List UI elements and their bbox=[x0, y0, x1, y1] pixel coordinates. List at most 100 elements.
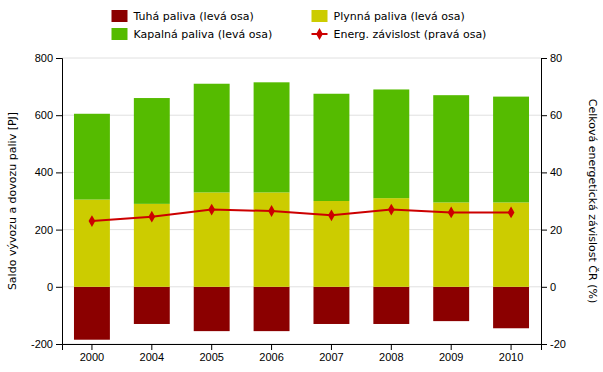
legend-label: Tuhá paliva (levá osa) bbox=[133, 10, 254, 23]
tick-label: -20 bbox=[550, 338, 566, 350]
bar bbox=[433, 202, 469, 286]
bar bbox=[74, 200, 110, 287]
tick: 80 bbox=[541, 52, 562, 64]
marker bbox=[388, 204, 395, 216]
axis-line bbox=[56, 59, 63, 345]
tick-label: 2004 bbox=[140, 351, 164, 363]
bar bbox=[493, 202, 529, 286]
bar bbox=[194, 287, 230, 331]
tick: -200 bbox=[31, 338, 62, 350]
tick: 800 bbox=[35, 52, 62, 64]
tick-label: 2006 bbox=[259, 351, 283, 363]
bar bbox=[74, 114, 110, 200]
tick-label: 2005 bbox=[199, 351, 223, 363]
tick-mark bbox=[541, 230, 547, 231]
tick-label: 0 bbox=[47, 281, 53, 293]
x-axis: 2000 2004 2005 2006 2007 2008 2009 2010 bbox=[63, 344, 542, 363]
tick-label: -200 bbox=[31, 338, 53, 350]
tick-mark bbox=[56, 172, 62, 173]
tick: 2004 bbox=[140, 344, 164, 363]
bar bbox=[254, 192, 290, 286]
legend-label: Plynná paliva (levá osa) bbox=[334, 10, 465, 23]
plot: 20002004200520062007200820092010-2000200… bbox=[31, 52, 566, 363]
grid-line bbox=[62, 58, 541, 59]
legend-swatch bbox=[112, 10, 128, 22]
tick: 2006 bbox=[259, 344, 283, 363]
marker bbox=[268, 205, 275, 217]
tick: 2000 bbox=[80, 344, 104, 363]
tick: 600 bbox=[35, 109, 62, 121]
bar bbox=[373, 89, 409, 198]
bar bbox=[493, 97, 529, 203]
tick-mark bbox=[91, 344, 92, 350]
bar bbox=[433, 95, 469, 202]
bar bbox=[134, 98, 170, 204]
tick: 2007 bbox=[319, 344, 343, 363]
legend-item: Tuhá paliva (levá osa) bbox=[112, 10, 254, 23]
tick-label: 2000 bbox=[80, 351, 104, 363]
tick-mark bbox=[211, 344, 212, 350]
tick-mark bbox=[541, 58, 547, 59]
axis-line bbox=[63, 345, 542, 351]
y2-axis-title: Celková energetická závislost ČR (%) bbox=[586, 99, 599, 303]
tick: 2008 bbox=[379, 344, 403, 363]
tick: 2010 bbox=[499, 344, 523, 363]
tick: 200 bbox=[35, 224, 62, 236]
tick: 0 bbox=[541, 281, 556, 293]
legend-label: Energ. závislost (pravá osa) bbox=[334, 28, 487, 41]
tick-mark bbox=[541, 172, 547, 173]
tick-mark bbox=[56, 230, 62, 231]
tick: 400 bbox=[35, 166, 62, 178]
tick-label: 800 bbox=[35, 52, 53, 64]
marker bbox=[328, 209, 335, 221]
tick: -20 bbox=[541, 338, 566, 350]
legend-swatch bbox=[312, 10, 328, 22]
tick-mark bbox=[541, 287, 547, 288]
marks bbox=[74, 82, 529, 339]
tick: 40 bbox=[541, 166, 562, 178]
bar-series bbox=[74, 82, 529, 204]
tick-mark bbox=[391, 344, 392, 350]
tick: 20 bbox=[541, 224, 562, 236]
bar bbox=[74, 287, 110, 340]
bar-series bbox=[74, 287, 529, 340]
bar bbox=[373, 287, 409, 324]
y-axis-title: Saldo vývozu a dovozu paliv [PJ] bbox=[6, 112, 19, 290]
chart: 20002004200520062007200820092010-2000200… bbox=[0, 0, 603, 372]
tick-mark bbox=[331, 344, 332, 350]
tick-label: 2007 bbox=[319, 351, 343, 363]
legend-marker bbox=[316, 28, 323, 40]
bar bbox=[194, 192, 230, 286]
legend-item: Kapalná paliva (levá osa) bbox=[112, 28, 273, 41]
bar bbox=[254, 287, 290, 331]
tick-mark bbox=[271, 344, 272, 350]
tick-label: 2009 bbox=[439, 351, 463, 363]
tick-mark bbox=[541, 115, 547, 116]
marker bbox=[148, 211, 155, 223]
tick-mark bbox=[56, 58, 62, 59]
marker bbox=[508, 207, 515, 219]
axis-line bbox=[542, 59, 548, 345]
tick-label: 60 bbox=[550, 109, 562, 121]
tick-mark bbox=[56, 344, 62, 345]
y2-axis: -20 0 20 40 60 80 bbox=[541, 52, 566, 350]
tick-label: 20 bbox=[550, 224, 562, 236]
line bbox=[92, 210, 511, 221]
legend-item: Energ. závislost (pravá osa) bbox=[312, 28, 487, 41]
marker bbox=[89, 215, 96, 227]
tick-label: 400 bbox=[35, 166, 53, 178]
bar bbox=[194, 84, 230, 193]
tick-label: 40 bbox=[550, 166, 562, 178]
bar bbox=[313, 287, 349, 324]
legend: Tuhá paliva (levá osa) Plynná paliva (lev… bbox=[112, 10, 487, 41]
bar bbox=[433, 287, 469, 321]
bar bbox=[134, 204, 170, 287]
tick-label: 200 bbox=[35, 224, 53, 236]
tick-label: 600 bbox=[35, 109, 53, 121]
legend-swatch bbox=[112, 28, 128, 40]
bar bbox=[254, 82, 290, 192]
bar bbox=[493, 287, 529, 328]
tick-label: 80 bbox=[550, 52, 562, 64]
tick-mark bbox=[56, 287, 62, 288]
legend-item: Plynná paliva (levá osa) bbox=[312, 10, 465, 23]
